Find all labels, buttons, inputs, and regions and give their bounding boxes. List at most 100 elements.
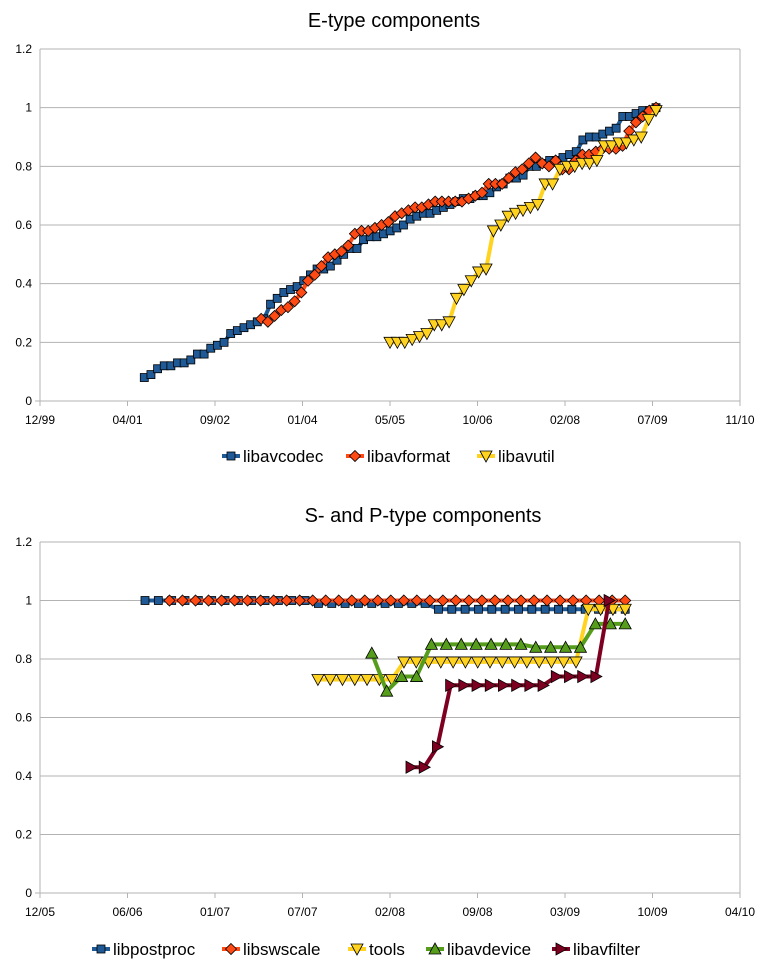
legend-marker [348,449,362,463]
legend-label: libavdevice [447,940,531,959]
x-tick-label: 02/08 [375,905,405,919]
data-point [522,157,535,170]
series-line [411,600,612,770]
data-point [454,637,468,650]
data-point [569,656,583,669]
data-point [332,594,345,607]
x-tick-label: 12/05 [25,905,55,919]
data-point [568,160,582,174]
chart-title: E-type components [308,10,480,32]
legend-marker [428,942,442,955]
x-tick-label: 04/10 [725,905,755,919]
data-point [554,594,567,607]
data-point [342,239,355,252]
data-point [541,594,554,607]
y-tick-label: 1 [25,594,32,608]
legend-item: tools [348,940,405,959]
data-point [397,594,410,607]
y-tick-label: 0.2 [15,335,32,349]
data-point [514,604,523,614]
series-libavformat [255,101,663,328]
data-point [462,594,476,607]
data-point [418,760,432,774]
data-point [540,604,550,614]
legend-item: libavcodec [222,447,324,466]
y-tick-label: 0.2 [15,828,32,842]
data-point [295,286,308,299]
data-point [215,594,228,607]
data-point [410,594,423,607]
legend-marker [350,943,364,956]
data-point [397,656,411,669]
data-point [384,594,397,607]
data-point [520,656,534,669]
data-point [458,678,471,692]
legend-item: libavformat [346,447,450,466]
legend-label: tools [369,940,405,959]
data-point [498,678,511,692]
data-point [567,604,577,614]
data-point [352,244,362,253]
data-point [471,266,486,279]
x-tick-label: 11/10 [725,413,754,427]
data-point [405,333,419,347]
data-point [308,268,321,281]
data-point [618,603,632,617]
data-point [590,155,604,168]
data-point [529,640,543,653]
data-point [544,656,559,669]
data-point [293,594,306,607]
data-point [649,105,663,118]
x-tick-label: 03/09 [550,905,580,919]
data-point [153,596,163,605]
data-point [514,594,528,607]
y-tick-label: 0.4 [15,277,32,291]
data-point [567,594,580,607]
data-point [189,594,202,607]
data-point [582,157,597,171]
legend-marker [479,450,493,463]
legend-label: libavfilter [573,940,640,959]
x-tick-label: 01/07 [200,905,230,919]
data-point [163,594,176,607]
series-libavutil [383,105,663,350]
data-point [501,594,515,607]
data-point [449,292,464,306]
data-point [573,640,588,653]
data-point [280,594,293,607]
data-point [537,678,550,692]
legend-label: libavcodec [243,447,324,466]
data-point [365,646,379,659]
chart-e-type: E-type components 0 0.2 0.4 0.6 0.8 1 1.2 12/99… [15,10,755,466]
legend-item: libavdevice [426,940,531,959]
data-point [460,604,470,614]
data-point [442,316,456,329]
data-point [604,140,619,153]
data-point [508,207,523,221]
y-tick-label: 1.2 [15,42,32,56]
data-point [550,669,564,684]
data-point [558,640,573,653]
data-point [475,594,489,607]
series-tools [311,603,632,687]
data-point [446,656,460,669]
data-point [542,160,556,173]
data-point [554,604,563,614]
legend-label: libpostproc [113,940,196,959]
y-tick-label: 0 [25,394,32,408]
data-point [345,594,358,607]
data-point [516,163,529,176]
x-tick-label: 06/06 [112,905,142,919]
data-point [496,177,509,190]
data-point [228,594,241,607]
data-point [382,216,395,229]
data-point [380,684,394,697]
legend-item: libswscale [222,940,320,959]
data-point [603,593,616,608]
data-point [474,604,483,614]
series-line [390,109,658,345]
legend-marker [555,942,568,956]
y-tick-label: 1 [25,101,32,115]
data-point [457,284,471,297]
data-point [611,123,621,133]
